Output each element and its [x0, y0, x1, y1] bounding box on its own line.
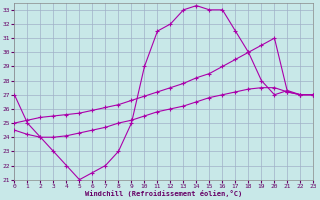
X-axis label: Windchill (Refroidissement éolien,°C): Windchill (Refroidissement éolien,°C) [85, 190, 243, 197]
